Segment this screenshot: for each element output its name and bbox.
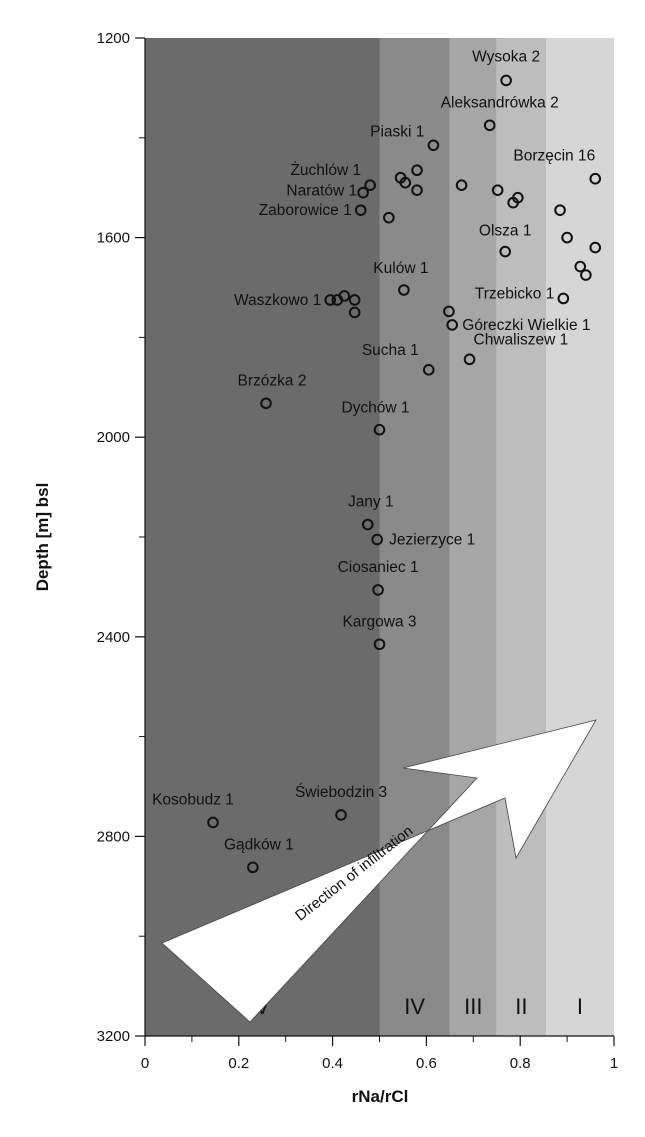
point-label: Aleksandrówka 2 [441, 94, 559, 111]
data-point [463, 353, 476, 366]
point-label: Kargowa 3 [342, 613, 416, 630]
x-tick-label: 0.2 [228, 1055, 249, 1072]
x-axis-title: rNa/rCl [352, 1087, 409, 1106]
y-tick-label: 2800 [97, 828, 130, 845]
data-point [499, 245, 511, 258]
data-point [427, 139, 440, 152]
zone-label-IV: IV [404, 994, 425, 1019]
data-point [348, 294, 361, 306]
point-label: Trzebicko 1 [475, 285, 555, 302]
point-label: Naratów 1 [286, 183, 357, 200]
data-point [383, 211, 395, 224]
point-label: Zaborowice 1 [259, 202, 352, 219]
point-label: Piaski 1 [370, 123, 424, 140]
data-point [411, 164, 423, 177]
data-point [338, 290, 351, 302]
x-tick-label: 1 [610, 1055, 618, 1072]
data-point [491, 184, 504, 196]
y-tick-label: 1600 [97, 230, 130, 247]
y-axis-title: Depth [m] bsl [33, 483, 52, 592]
point-label: Olsza 1 [479, 223, 532, 240]
data-point [557, 292, 570, 305]
zone-band-III [449, 38, 497, 1036]
data-point [371, 533, 383, 546]
point-label: Brzózka 2 [238, 372, 307, 389]
data-point [580, 269, 592, 281]
zone-label-III: III [464, 994, 482, 1019]
points-layer [207, 74, 602, 874]
data-point [554, 204, 566, 216]
data-point [357, 186, 369, 199]
data-point [574, 260, 587, 273]
infiltration-arrow [161, 719, 597, 1023]
point-label: Chwaliszew 1 [474, 331, 569, 348]
y-tick-label: 2000 [97, 429, 130, 446]
zone-band-I [545, 38, 614, 1036]
data-point [335, 809, 347, 821]
data-point [361, 518, 374, 531]
y-tick-label: 2400 [97, 629, 130, 646]
zone-label-II: II [515, 994, 527, 1019]
y-tick-label: 1200 [97, 30, 130, 47]
data-point [507, 196, 519, 209]
data-point [354, 204, 367, 216]
point-label: Kulów 1 [373, 260, 428, 277]
point-label: Borzęcin 16 [513, 148, 595, 165]
point-label: Waszkowo 1 [234, 292, 321, 309]
data-point [422, 364, 435, 376]
data-point [446, 319, 458, 331]
data-point [260, 397, 272, 410]
point-label: Góreczki Wielkie 1 [462, 317, 590, 334]
zones-layer: VIVIIIIII [145, 38, 614, 1036]
data-point [455, 179, 468, 192]
point-label: Dychów 1 [341, 400, 409, 417]
data-point [373, 638, 386, 651]
data-point [324, 294, 337, 306]
data-point [561, 231, 573, 244]
labels-layer: Wysoka 2 Aleksandrówka 2 Piaski 1 Żuchlów 1… [152, 48, 595, 853]
data-point [207, 816, 219, 829]
point-label: Jany 1 [348, 494, 394, 511]
zone-band-II [496, 38, 546, 1036]
data-point [247, 861, 259, 874]
data-point [483, 119, 496, 132]
point-label: Kosobudz 1 [152, 791, 234, 808]
point-label: Żuchlów 1 [290, 161, 361, 179]
x-tick-label: 0.4 [322, 1055, 343, 1072]
point-label: Jezierzyce 1 [389, 531, 475, 548]
point-label: Świebodzin 3 [295, 783, 387, 801]
data-point [443, 305, 455, 318]
data-point [411, 184, 423, 196]
data-point [500, 74, 512, 87]
data-point [398, 284, 410, 296]
ticks-layer: 0 0.2 0.4 0.6 0.8 1 1200 1600 2000 2400 2800 3200 [97, 30, 619, 1072]
data-point [364, 179, 376, 192]
data-point [348, 306, 361, 319]
data-point [399, 176, 412, 189]
y-tick-label: 3200 [97, 1028, 130, 1045]
x-tick-label: 0 [141, 1055, 149, 1072]
zone-label-I: I [577, 994, 583, 1019]
data-point [589, 172, 602, 185]
data-point [372, 584, 384, 596]
point-label: Gądków 1 [224, 836, 294, 853]
data-point [589, 241, 602, 254]
data-point [373, 423, 386, 436]
x-tick-label: 0.8 [510, 1055, 531, 1072]
point-label: Sucha 1 [362, 342, 419, 359]
point-label: Ciosaniec 1 [338, 559, 419, 576]
x-tick-label: 0.6 [416, 1055, 437, 1072]
point-label: Wysoka 2 [472, 48, 540, 65]
